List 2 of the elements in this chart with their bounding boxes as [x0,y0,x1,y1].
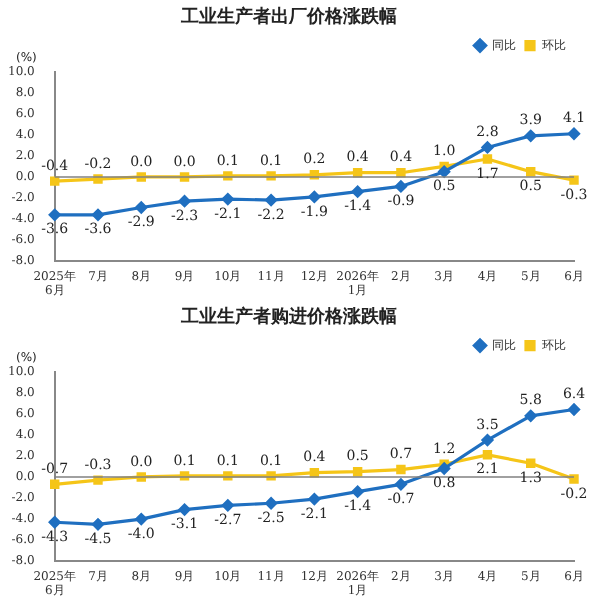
chart-title: 工业生产者出厂价格涨跌幅 [179,5,397,26]
chart-title: 工业生产者购进价格涨跌幅 [179,305,397,326]
